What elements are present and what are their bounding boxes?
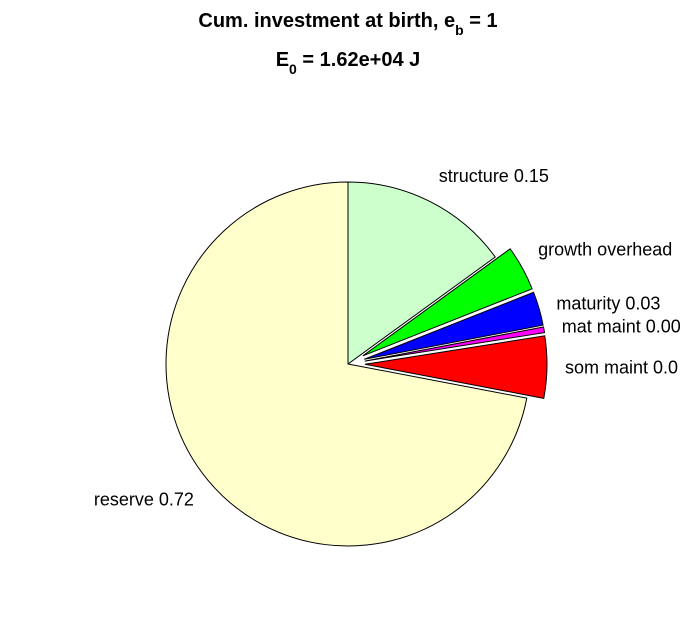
chart-title-line2: E0 = 1.62e+04 J — [276, 49, 421, 77]
label-som-maint: som maint 0.0 — [565, 357, 678, 377]
slice-som-maint — [364, 335, 548, 399]
slice-maturity — [364, 291, 544, 360]
chart-title-line1: Cum. investment at birth, eb = 1 — [198, 10, 497, 38]
label-mat-maint: mat maint 0.00 — [562, 317, 681, 337]
title2-prefix: E — [276, 49, 289, 71]
pie-slices — [165, 181, 548, 547]
label-growth-overhead: growth overhead — [538, 239, 672, 259]
title2-suffix: = 1.62e+04 J — [297, 49, 420, 71]
slice-structure — [347, 181, 496, 365]
slice-reserve — [165, 181, 528, 547]
title2-subscript: 0 — [289, 61, 297, 77]
title1-subscript: b — [455, 22, 464, 38]
pie-labels: structure 0.15 growth overhead maturity 0.… — [94, 166, 681, 510]
label-maturity: maturity 0.03 — [556, 293, 660, 313]
title1-prefix: Cum. investment at birth, e — [198, 10, 455, 32]
title1-suffix: = 1 — [464, 10, 498, 32]
slice-growth-overhead — [362, 248, 533, 357]
label-structure: structure 0.15 — [439, 166, 549, 186]
slice-mat-maint — [364, 326, 546, 362]
label-reserve: reserve 0.72 — [94, 489, 194, 509]
